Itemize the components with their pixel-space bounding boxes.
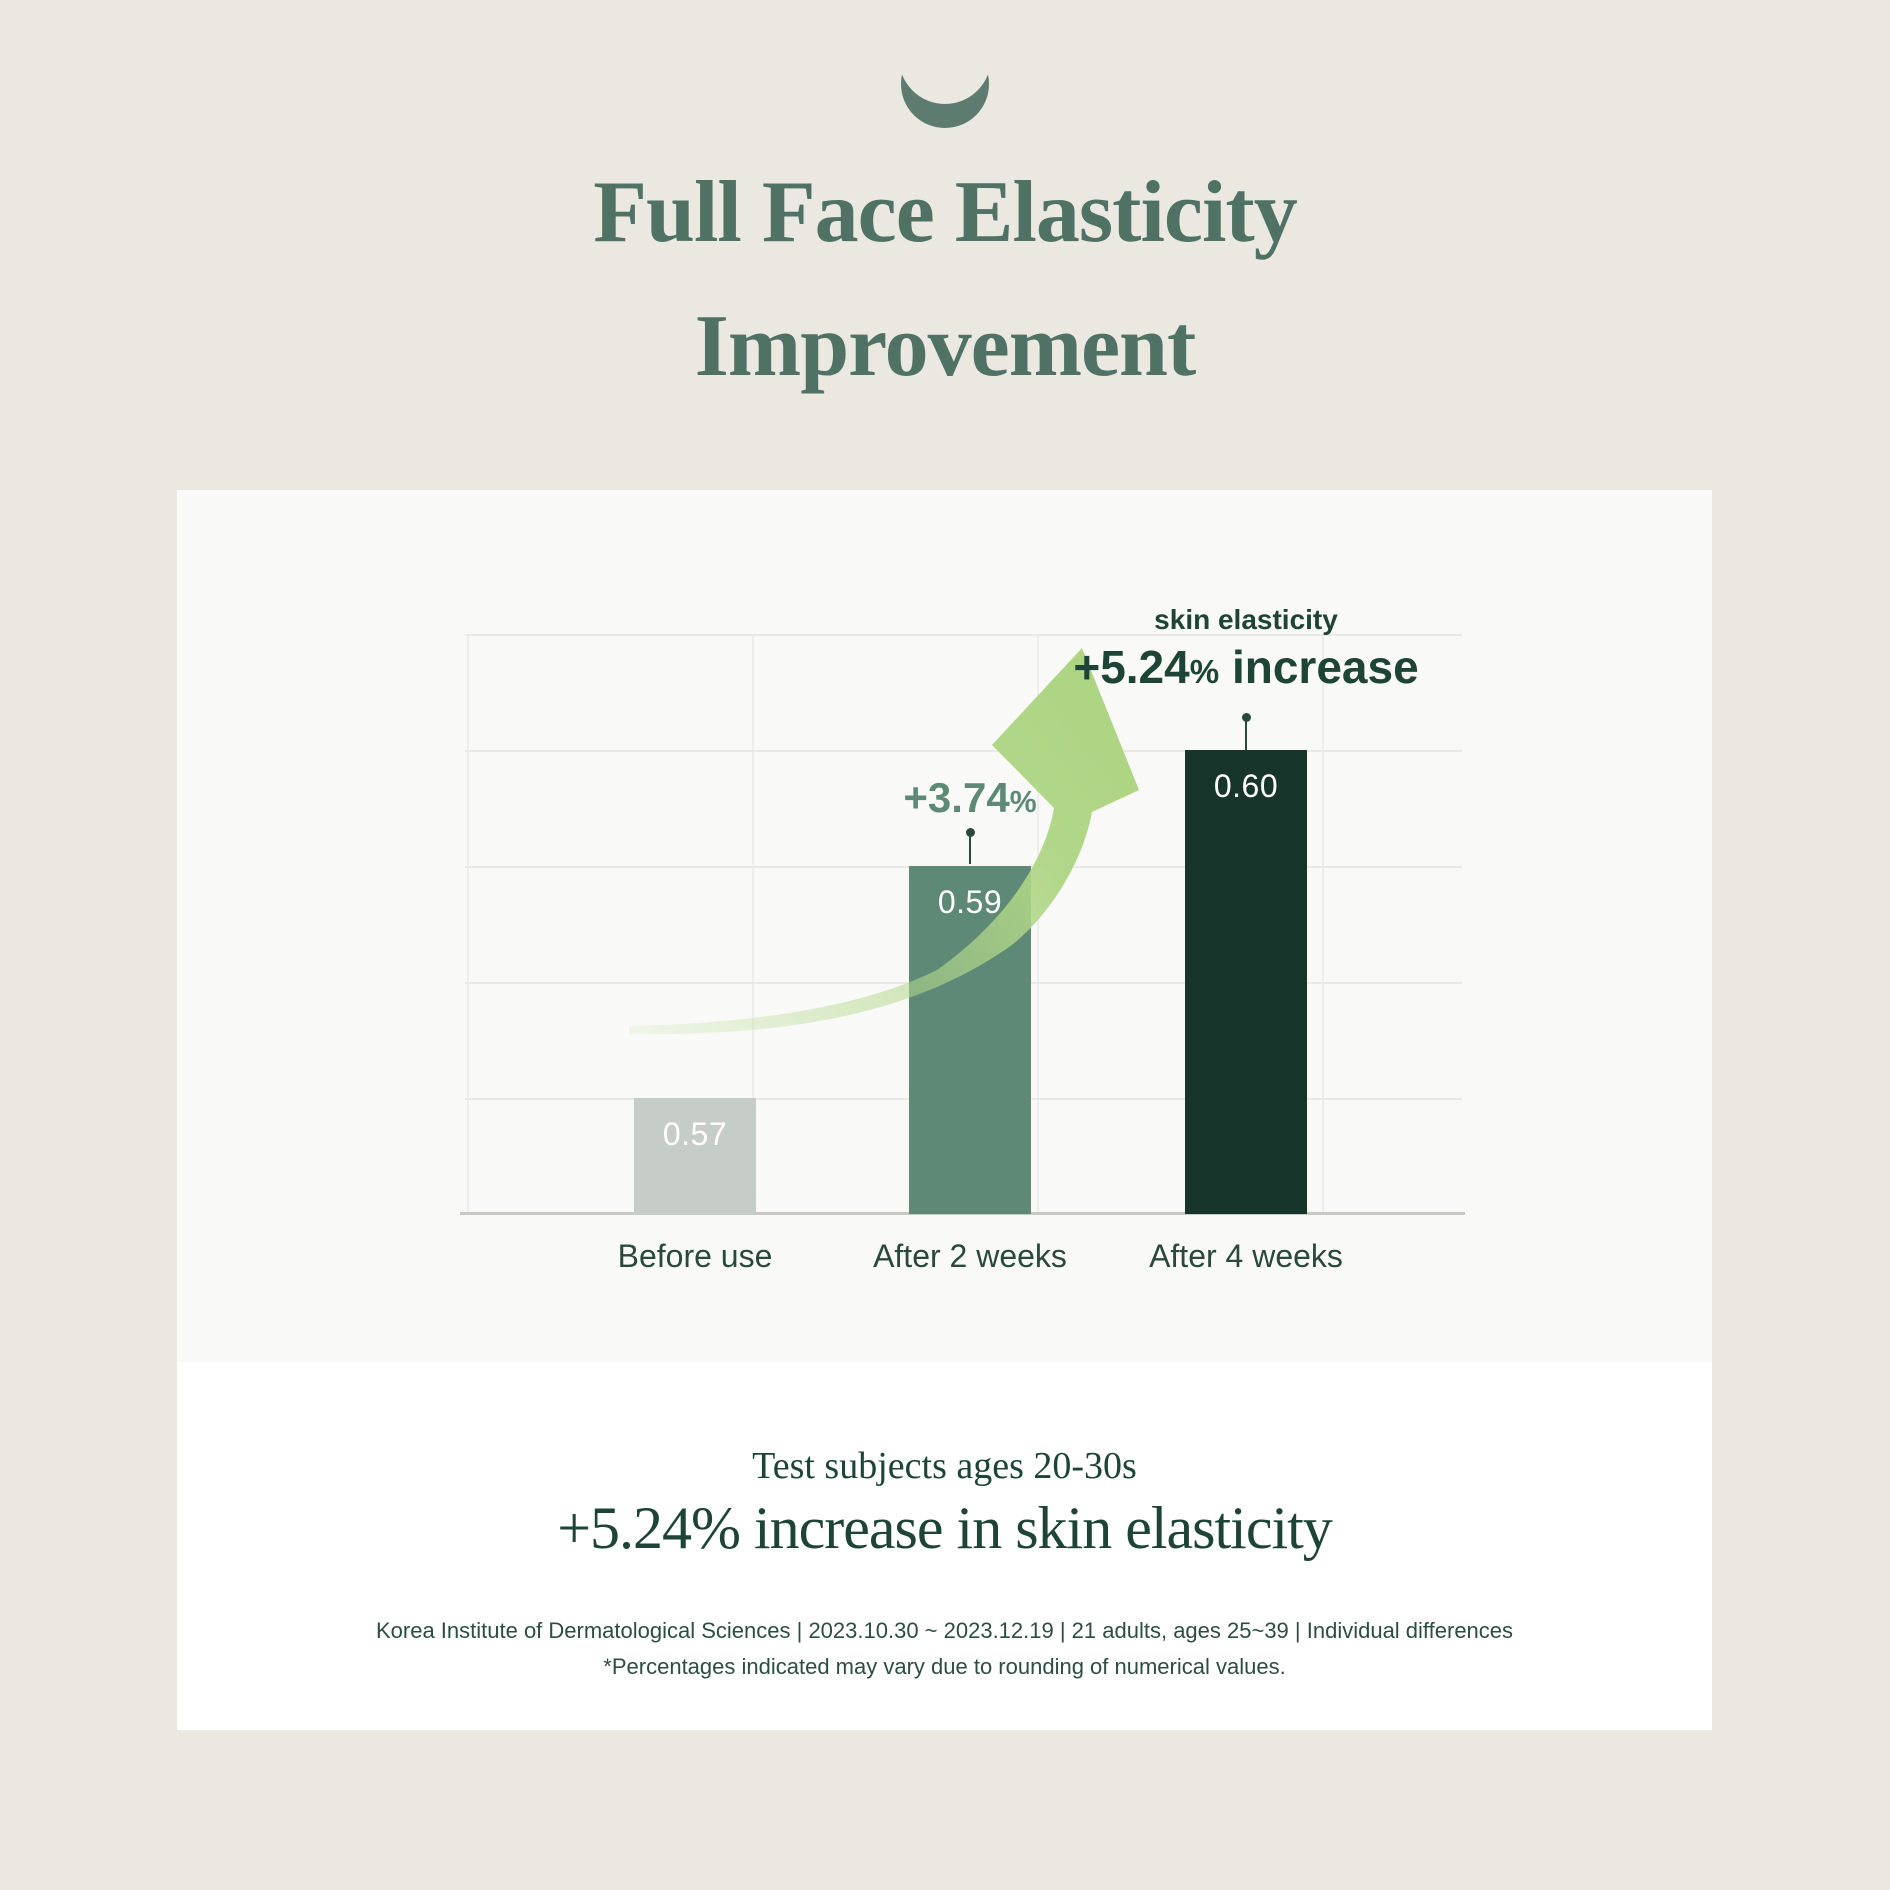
leader-dot-4-weeks: [1242, 713, 1251, 722]
annotation-2-weeks: +3.74%: [820, 774, 1120, 822]
v-gridline: [1037, 635, 1039, 1214]
v-gridline: [1322, 635, 1324, 1214]
bar-value-before-use: 0.57: [662, 1116, 728, 1152]
bar-value-after-2-weeks: 0.59: [937, 884, 1003, 920]
summary-headline: +5.24% increase in skin elasticity: [557, 1495, 1333, 1561]
bar-after-4-weeks: 0.60: [1185, 750, 1307, 1214]
annotation-4-weeks-headline: +5.24% increase: [1046, 640, 1446, 694]
annotation-2-weeks-percent-sign: %: [1009, 786, 1037, 819]
annotation-4-weeks-value: +5.24: [1073, 641, 1190, 693]
summary-card: Test subjects ages 20-30s +5.24% increas…: [177, 1362, 1712, 1730]
chart-card: 0.57 0.59 0.60: [177, 490, 1712, 1362]
leader-line-2-weeks: [969, 836, 971, 864]
crescent-moon-icon: [890, 12, 1000, 136]
page-title-line2: Improvement: [694, 298, 1197, 395]
h-gridline: [465, 750, 1462, 752]
x-label-after-2-weeks: After 2 weeks: [873, 1238, 1067, 1274]
bar-value-after-4-weeks: 0.60: [1213, 768, 1279, 804]
rounding-footnote: *Percentages indicated may vary due to r…: [603, 1654, 1286, 1679]
page-title-line1: Full Face Elasticity: [593, 164, 1297, 261]
annotation-4-weeks-percent-sign: %: [1189, 654, 1220, 691]
bar-after-2-weeks: 0.59: [909, 866, 1031, 1214]
bar-chart-plot: 0.57 0.59 0.60: [177, 490, 1712, 1362]
v-gridline: [467, 635, 469, 1214]
summary-subtitle: Test subjects ages 20-30s: [752, 1445, 1137, 1487]
leader-line-4-weeks: [1245, 721, 1247, 750]
annotation-4-weeks-label: skin elasticity: [1154, 604, 1338, 635]
page-title: Full Face Elasticity Improvement: [0, 146, 1890, 414]
x-label-after-4-weeks: After 4 weeks: [1149, 1238, 1343, 1274]
bar-before-use: 0.57: [634, 1098, 756, 1214]
annotation-2-weeks-value: +3.74: [903, 774, 1010, 821]
study-footnote: Korea Institute of Dermatological Scienc…: [375, 1618, 1514, 1643]
x-label-before-use: Before use: [617, 1238, 773, 1274]
h-gridline: [465, 634, 1462, 636]
leader-dot-2-weeks: [966, 828, 975, 837]
annotation-4-weeks-suffix: increase: [1219, 641, 1419, 693]
